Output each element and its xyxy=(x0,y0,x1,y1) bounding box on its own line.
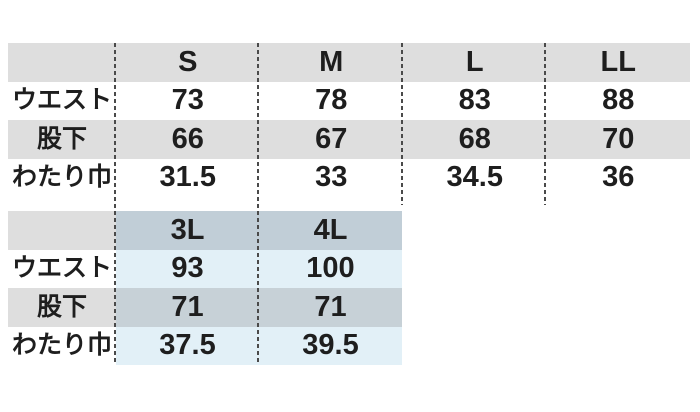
column-separator-dashed-line xyxy=(544,43,546,205)
table-row-waist: ウエスト 93 100 xyxy=(8,249,402,288)
row-label-thigh-width: わたり巾 xyxy=(11,163,112,192)
cell-waist-ll: 88 xyxy=(602,84,635,117)
column-separator-dashed-line xyxy=(401,43,403,205)
cell-thigh-width-l: 34.5 xyxy=(446,161,503,194)
cell-inseam-l: 68 xyxy=(403,120,547,159)
cell-waist-l: 83 xyxy=(458,84,491,117)
cell-inseam-3l: 71 xyxy=(116,288,259,327)
cell-thigh-width-ll: 36 xyxy=(602,161,635,194)
column-header-ll: LL xyxy=(546,43,690,82)
table-row-thigh-width: わたり巾 31.5 33 34.5 36 xyxy=(8,159,690,198)
cell-waist-m: 78 xyxy=(315,84,348,117)
row-label-inseam: 股下 xyxy=(8,288,116,327)
column-separator-dashed-line xyxy=(257,43,259,365)
cell-waist-s: 73 xyxy=(171,84,204,117)
cell-inseam-ll: 70 xyxy=(546,120,690,159)
column-separator-dashed-line xyxy=(114,43,116,365)
row-label-waist: ウエスト xyxy=(11,86,112,115)
column-header-l: L xyxy=(403,43,547,82)
row-label-waist: ウエスト xyxy=(11,254,112,283)
row-label-inseam: 股下 xyxy=(8,120,116,159)
cell-thigh-width-3l: 37.5 xyxy=(116,326,259,365)
row-label-thigh-width: わたり巾 xyxy=(11,331,112,360)
column-header-s: S xyxy=(116,43,260,82)
cell-thigh-width-s: 31.5 xyxy=(159,161,216,194)
table-row-waist: ウエスト 73 78 83 88 xyxy=(8,82,690,121)
table-row-inseam: 股下 71 71 xyxy=(8,288,402,327)
size-table-3l-4l: 3L 4L ウエスト 93 100 股下 71 71 わたり巾 37.5 39.… xyxy=(8,211,402,365)
cell-inseam-m: 67 xyxy=(259,120,403,159)
cell-inseam-s: 66 xyxy=(116,120,260,159)
header-corner-cell xyxy=(8,43,116,82)
table-header-row: 3L 4L xyxy=(8,211,402,250)
cell-thigh-width-m: 33 xyxy=(315,161,348,194)
cell-inseam-4l: 71 xyxy=(259,288,402,327)
size-table-s-ll: S M L LL ウエスト 73 78 83 88 股下 66 67 68 70… xyxy=(8,43,690,197)
cell-waist-4l: 100 xyxy=(259,249,402,288)
column-header-4l: 4L xyxy=(259,211,402,250)
table-row-thigh-width: わたり巾 37.5 39.5 xyxy=(8,326,402,365)
table-header-row: S M L LL xyxy=(8,43,690,82)
header-corner-cell xyxy=(8,211,116,250)
column-header-3l: 3L xyxy=(116,211,259,250)
column-header-m: M xyxy=(259,43,403,82)
table-row-inseam: 股下 66 67 68 70 xyxy=(8,120,690,159)
cell-waist-3l: 93 xyxy=(116,249,259,288)
cell-thigh-width-4l: 39.5 xyxy=(259,326,402,365)
